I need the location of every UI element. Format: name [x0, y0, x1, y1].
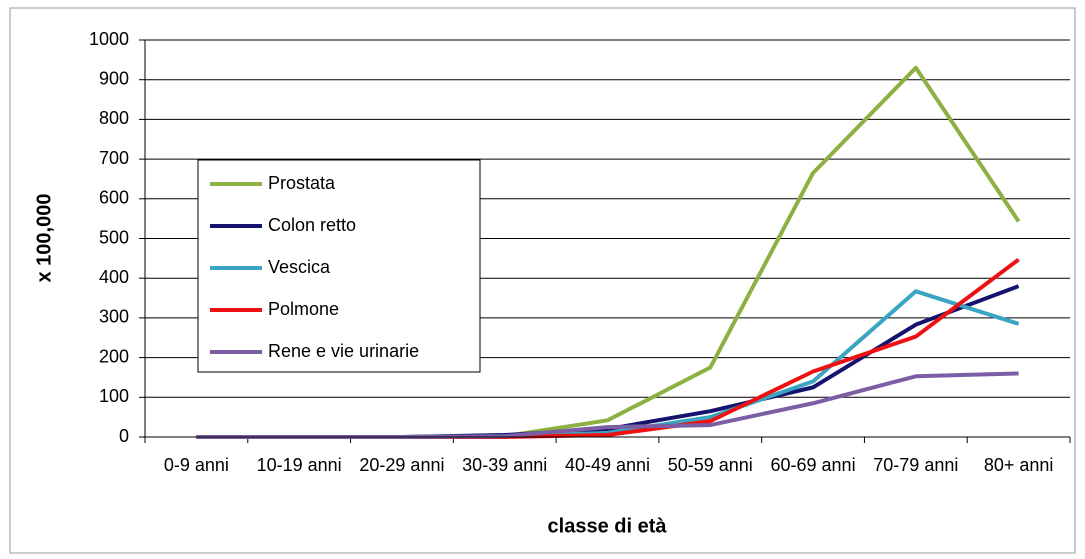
chart-frame: [9, 7, 1076, 554]
x-axis-title: classe di età: [548, 515, 668, 537]
legend-label: Colon retto: [268, 215, 356, 235]
y-tick-label: 400: [99, 267, 129, 287]
y-tick-label: 700: [99, 148, 129, 168]
y-tick-label: 900: [99, 68, 129, 88]
y-axis-title: x 100,000: [33, 194, 55, 283]
y-tick-label: 200: [99, 346, 129, 366]
y-tick-label: 0: [119, 426, 129, 446]
legend-label: Vescica: [268, 257, 331, 277]
x-tick-label: 50-59 anni: [667, 455, 753, 475]
x-tick-label: 70-79 anni: [873, 455, 959, 475]
y-tick-label: 500: [99, 227, 129, 247]
x-tick-label: 30-39 anni: [462, 455, 548, 475]
x-tick-label: 60-69 anni: [770, 455, 856, 475]
y-tick-label: 800: [99, 108, 129, 128]
legend-label: Polmone: [268, 299, 339, 319]
legend-label: Prostata: [268, 173, 336, 193]
x-tick-label: 80+ anni: [983, 455, 1054, 475]
x-tick-label: 0-9 anni: [163, 455, 229, 475]
y-tick-label: 300: [99, 307, 129, 327]
y-tick-label: 100: [99, 386, 129, 406]
legend-label: Rene e vie urinarie: [268, 341, 419, 361]
y-tick-label: 600: [99, 188, 129, 208]
y-tick-label: 1000: [89, 29, 129, 49]
x-tick-label: 40-49 anni: [564, 455, 651, 475]
x-tick-label: 10-19 anni: [256, 455, 342, 475]
x-tick-label: 20-29 anni: [359, 455, 445, 475]
